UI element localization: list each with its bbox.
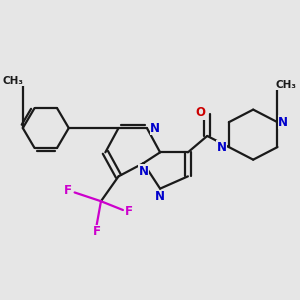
Text: CH₃: CH₃ — [276, 80, 297, 90]
Text: N: N — [150, 122, 160, 134]
Text: N: N — [155, 190, 165, 203]
Text: N: N — [278, 116, 288, 129]
Text: CH₃: CH₃ — [2, 76, 23, 86]
Text: N: N — [138, 165, 148, 178]
Text: F: F — [125, 205, 134, 218]
Text: F: F — [64, 184, 72, 197]
Text: O: O — [196, 106, 206, 119]
Text: F: F — [93, 226, 101, 238]
Text: N: N — [217, 141, 226, 154]
